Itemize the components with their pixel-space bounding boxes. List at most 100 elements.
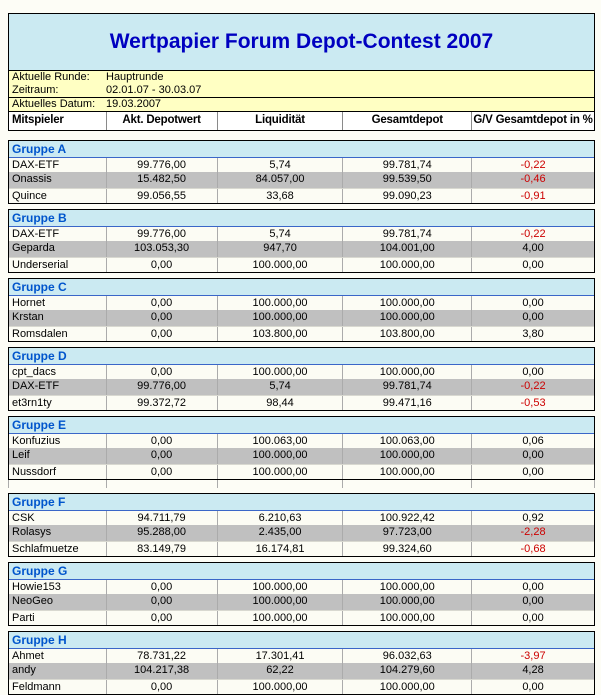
- depotwert-cell: 15.482,50: [105, 172, 217, 188]
- depotwert-cell: 0,00: [105, 258, 217, 272]
- liquiditaet-cell: 100.000,00: [216, 258, 343, 272]
- liquiditaet-cell: 947,70: [216, 241, 343, 257]
- info-box-datum: Aktuelles Datum: 19.03.2007: [9, 98, 594, 112]
- player-row: andy 104.217,38 62,22 104.279,60 4,28: [9, 663, 594, 679]
- info-value-aktuelles-datum: 19.03.2007: [106, 98, 162, 110]
- gesamtdepot-cell: 99.781,74: [342, 158, 471, 173]
- depotwert-cell: 0,00: [105, 310, 217, 326]
- group-header: Gruppe E: [9, 417, 594, 434]
- gv-prozent-cell: 4,28: [471, 663, 594, 679]
- group-name-label: Gruppe A: [12, 142, 67, 156]
- player-name-cell: cpt_dacs: [12, 366, 57, 378]
- liquiditaet-cell: 100.000,00: [216, 680, 343, 694]
- depotwert-cell: 95.288,00: [105, 525, 217, 541]
- gesamtdepot-cell: 99.539,50: [342, 172, 471, 188]
- gv-prozent-cell: 0,00: [471, 580, 594, 595]
- player-name-cell: Geparda: [12, 242, 55, 254]
- liquiditaet-cell: 100.000,00: [216, 611, 343, 625]
- group-header: Gruppe F: [9, 494, 594, 511]
- player-row: Onassis 15.482,50 84.057,00 99.539,50 -0…: [9, 172, 594, 188]
- player-name-cell: Ahmet: [12, 650, 44, 662]
- empty-gridline-row: [8, 480, 595, 488]
- depotwert-cell: 83.149,79: [105, 542, 217, 556]
- gesamtdepot-cell: 99.324,60: [342, 542, 471, 556]
- liquiditaet-cell: 100.000,00: [216, 365, 343, 380]
- group-list: Gruppe A DAX-ETF 99.776,00 5,74 99.781,7…: [8, 140, 595, 695]
- gesamtdepot-cell: 99.471,16: [342, 396, 471, 410]
- player-name-cell: Romsdalen: [12, 328, 68, 340]
- player-row: cpt_dacs 0,00 100.000,00 100.000,00 0,00: [9, 365, 594, 380]
- group-block: Gruppe E Konfuzius 0,00 100.063,00 100.0…: [8, 416, 595, 480]
- depotwert-cell: 0,00: [105, 580, 217, 595]
- gv-prozent-cell: 0,00: [471, 465, 594, 479]
- gesamtdepot-cell: 100.922,42: [342, 511, 471, 526]
- group-name-label: Gruppe G: [12, 564, 68, 578]
- gv-prozent-cell: 0,92: [471, 511, 594, 526]
- gv-prozent-cell: -0,91: [471, 189, 594, 203]
- liquiditaet-cell: 100.000,00: [216, 310, 343, 326]
- player-row: DAX-ETF 99.776,00 5,74 99.781,74 -0,22: [9, 158, 594, 173]
- depotwert-cell: 99.372,72: [105, 396, 217, 410]
- gv-prozent-cell: -0,68: [471, 542, 594, 556]
- gv-prozent-cell: 0,00: [471, 365, 594, 380]
- player-name-cell: Konfuzius: [12, 435, 61, 447]
- group-block: Gruppe H Ahmet 78.731,22 17.301,41 96.03…: [8, 631, 595, 695]
- gesamtdepot-cell: 99.090,23: [342, 189, 471, 203]
- player-row: Ahmet 78.731,22 17.301,41 96.032,63 -3,9…: [9, 649, 594, 664]
- player-row: Leif 0,00 100.000,00 100.000,00 0,00: [9, 448, 594, 464]
- player-row: DAX-ETF 99.776,00 5,74 99.781,74 -0,22: [9, 379, 594, 395]
- column-header-gesamtdepot: Gesamtdepot: [342, 112, 471, 130]
- player-row: Romsdalen 0,00 103.800,00 103.800,00 3,8…: [9, 326, 594, 341]
- column-header-depotwert: Akt. Depotwert: [105, 112, 217, 130]
- gv-prozent-cell: -2,28: [471, 525, 594, 541]
- liquiditaet-cell: 100.000,00: [216, 296, 343, 311]
- gesamtdepot-cell: 100.000,00: [342, 611, 471, 625]
- group-block: Gruppe F CSK 94.711,79 6.210,63 100.922,…: [8, 493, 595, 557]
- gv-prozent-cell: -0,22: [471, 379, 594, 395]
- depotwert-cell: 94.711,79: [105, 511, 217, 526]
- gv-prozent-cell: 0,00: [471, 611, 594, 625]
- gv-prozent-cell: 0,00: [471, 296, 594, 311]
- player-row: Parti 0,00 100.000,00 100.000,00 0,00: [9, 610, 594, 625]
- info-value-zeitraum: 02.01.07 - 30.03.07: [106, 84, 202, 96]
- gv-prozent-cell: 0,00: [471, 310, 594, 326]
- column-header-mitspieler: Mitspieler: [12, 114, 64, 126]
- player-name-cell: Hornet: [12, 297, 46, 309]
- column-header-gv-prozent: G/V Gesamtdepot in %: [471, 112, 594, 130]
- gesamtdepot-cell: 100.000,00: [342, 680, 471, 694]
- depotwert-cell: 0,00: [105, 680, 217, 694]
- column-header-liquiditaet: Liquidität: [216, 112, 343, 130]
- liquiditaet-cell: 16.174,81: [216, 542, 343, 556]
- report-header-block: Wertpapier Forum Depot-Contest 2007 Aktu…: [8, 13, 595, 131]
- group-header: Gruppe C: [9, 279, 594, 296]
- gesamtdepot-cell: 97.723,00: [342, 525, 471, 541]
- gesamtdepot-cell: 100.000,00: [342, 296, 471, 311]
- group-rows: Hornet 0,00 100.000,00 100.000,00 0,00 K…: [9, 296, 594, 341]
- group-rows: cpt_dacs 0,00 100.000,00 100.000,00 0,00…: [9, 365, 594, 410]
- liquiditaet-cell: 100.063,00: [216, 434, 343, 449]
- group-block: Gruppe A DAX-ETF 99.776,00 5,74 99.781,7…: [8, 140, 595, 204]
- contest-report-page: Wertpapier Forum Depot-Contest 2007 Aktu…: [8, 13, 595, 695]
- group-name-label: Gruppe H: [12, 633, 67, 647]
- player-row: Nussdorf 0,00 100.000,00 100.000,00 0,00: [9, 464, 594, 479]
- info-label-zeitraum: Zeitraum:: [12, 84, 59, 96]
- depotwert-cell: 0,00: [105, 365, 217, 380]
- gesamtdepot-cell: 100.000,00: [342, 448, 471, 464]
- gesamtdepot-cell: 100.000,00: [342, 310, 471, 326]
- liquiditaet-cell: 62,22: [216, 663, 343, 679]
- player-name-cell: Nussdorf: [12, 466, 57, 478]
- group-rows: DAX-ETF 99.776,00 5,74 99.781,74 -0,22 O…: [9, 158, 594, 203]
- depotwert-cell: 103.053,30: [105, 241, 217, 257]
- gesamtdepot-cell: 100.000,00: [342, 594, 471, 610]
- gv-prozent-cell: 0,00: [471, 258, 594, 272]
- column-header-row: Mitspieler Akt. Depotwert Liquidität Ges…: [9, 112, 594, 130]
- group-name-label: Gruppe D: [12, 349, 67, 363]
- liquiditaet-cell: 98,44: [216, 396, 343, 410]
- group-rows: Ahmet 78.731,22 17.301,41 96.032,63 -3,9…: [9, 649, 594, 694]
- gv-prozent-cell: 3,80: [471, 327, 594, 341]
- depotwert-cell: 99.776,00: [105, 158, 217, 173]
- player-row: Krstan 0,00 100.000,00 100.000,00 0,00: [9, 310, 594, 326]
- liquiditaet-cell: 5,74: [216, 227, 343, 242]
- gv-prozent-cell: -0,22: [471, 227, 594, 242]
- liquiditaet-cell: 100.000,00: [216, 448, 343, 464]
